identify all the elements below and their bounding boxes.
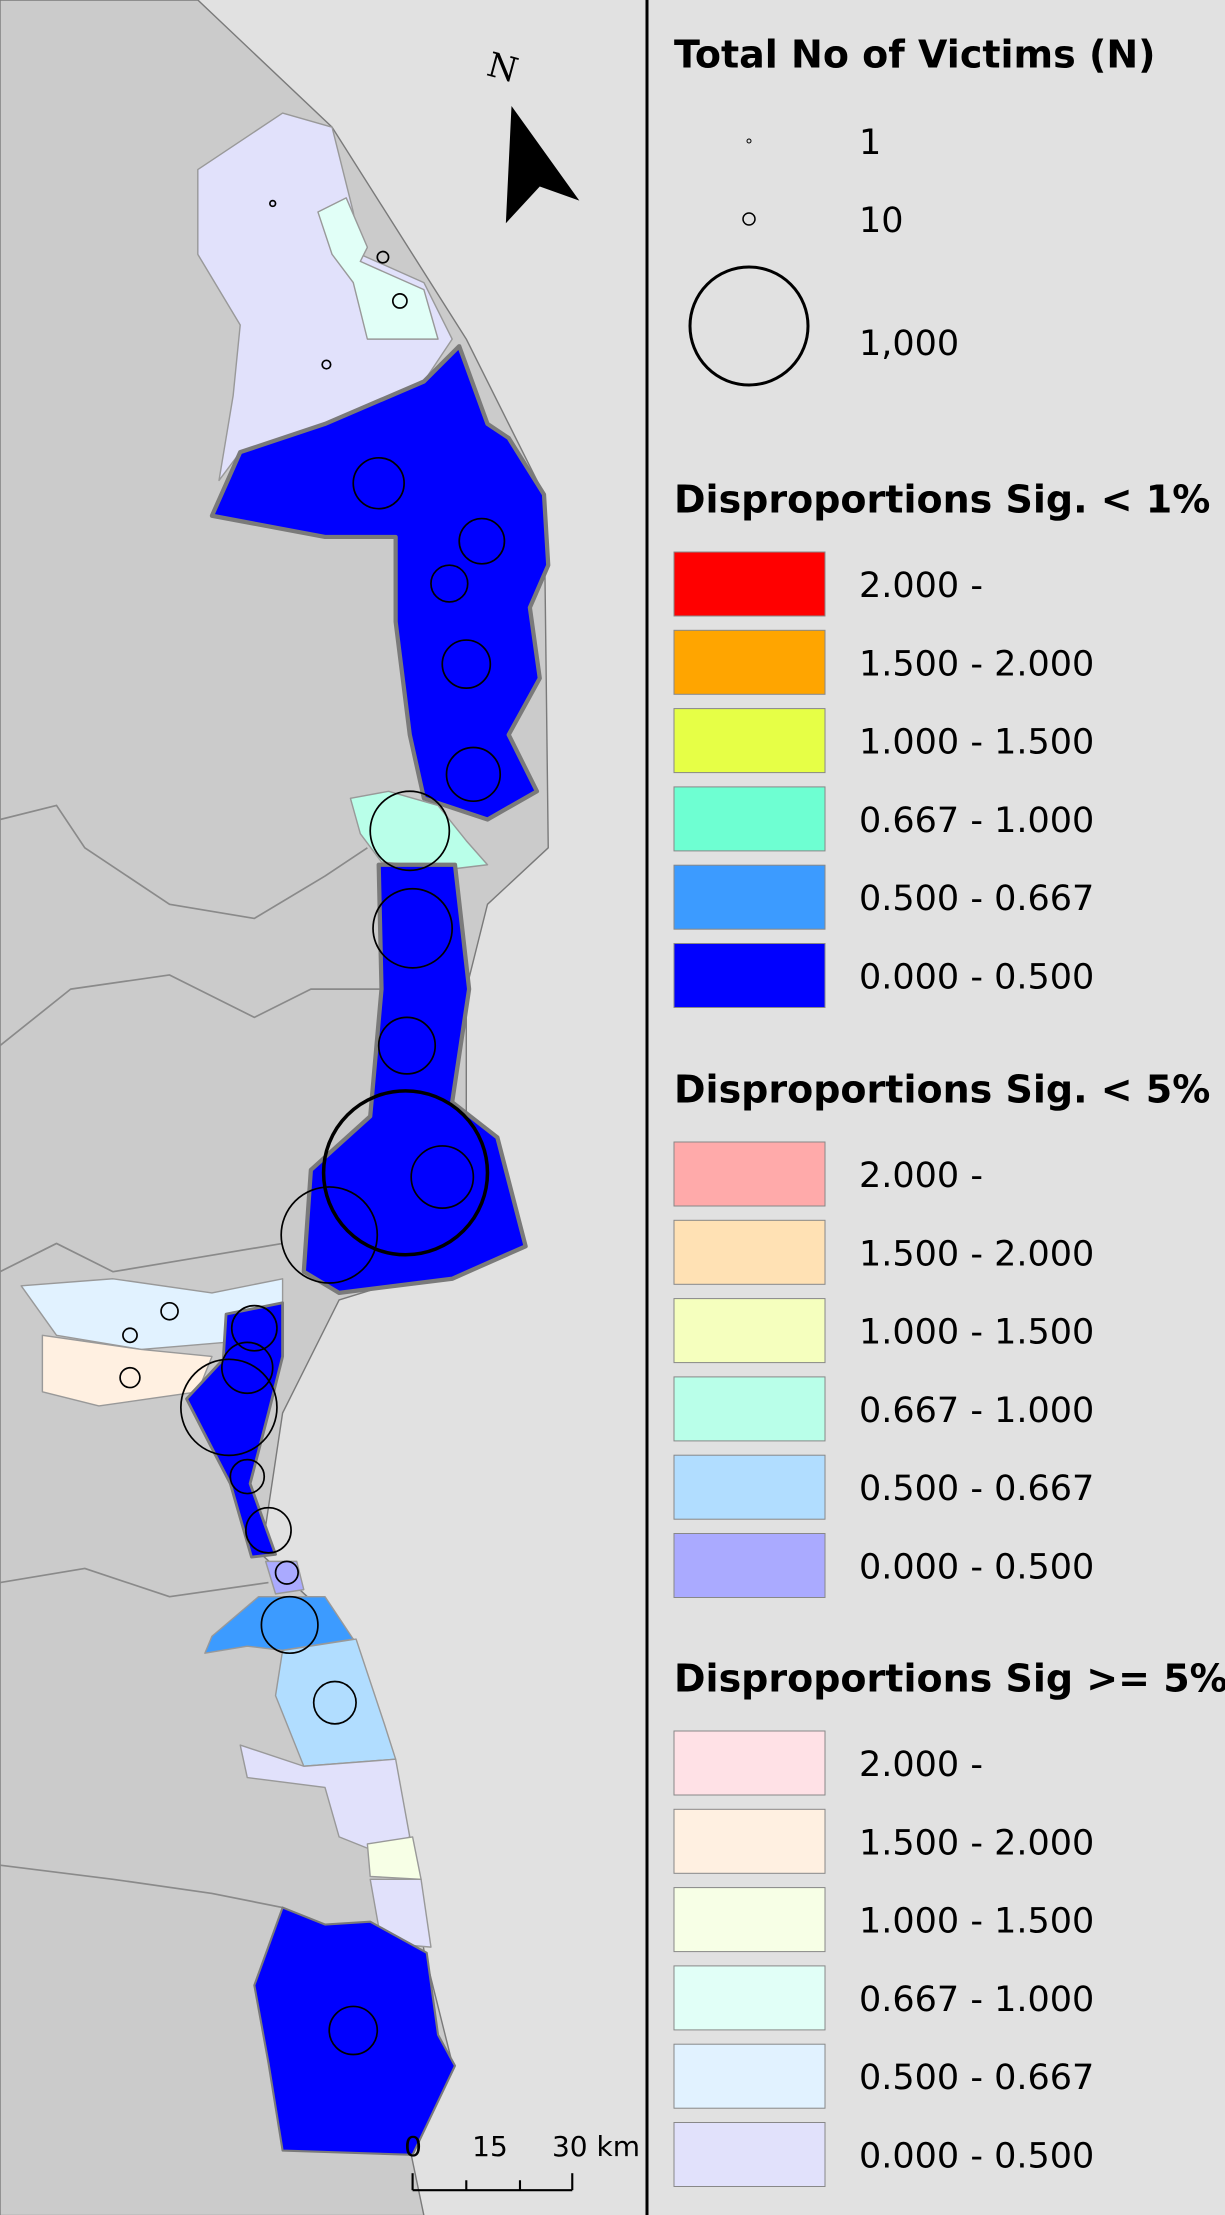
legend-label: 2.000 - — [859, 1745, 983, 1785]
legend-swatch — [673, 1454, 826, 1520]
region — [349, 790, 489, 870]
region — [185, 1301, 285, 1559]
legend-title: Total No of Victims (N) — [674, 33, 1156, 77]
scale-bar — [411, 2173, 574, 2192]
legend-swatch — [673, 786, 826, 852]
scale-label: 15 — [472, 2130, 508, 2163]
size-symbol — [688, 265, 810, 387]
legend-label: 0.500 - 0.667 — [859, 1469, 1094, 1509]
region — [209, 344, 551, 822]
legend-swatch — [673, 551, 826, 617]
legend-label: 2.000 - — [859, 566, 983, 606]
legend-label: 1.500 - 2.000 — [859, 644, 1094, 684]
legend-swatch — [673, 1808, 826, 1874]
legend-swatch — [673, 1533, 826, 1598]
legend-label: 1.000 - 1.500 — [859, 1313, 1094, 1353]
size-label: 1 — [859, 123, 881, 163]
legend-label: 0.667 - 1.000 — [859, 1980, 1094, 2020]
legend-swatch — [673, 1376, 826, 1442]
scale-label: 0 — [404, 2130, 422, 2163]
legend-swatch — [673, 1887, 826, 1953]
legend-swatch — [673, 1965, 826, 2031]
legend-title: Disproportions Sig. < 1% — [674, 478, 1210, 522]
legend-label: 1.000 - 1.500 — [859, 723, 1094, 763]
legend-swatch — [673, 708, 826, 774]
legend-title: Disproportions Sig >= 5% — [674, 1657, 1225, 1701]
region — [301, 862, 528, 1296]
legend-swatch — [673, 864, 826, 930]
size-label: 10 — [859, 201, 904, 241]
map — [0, 0, 580, 2215]
legend-swatch — [673, 2043, 826, 2109]
legend-label: 0.000 - 0.500 — [859, 1548, 1094, 1588]
region — [317, 197, 439, 340]
legend-swatch — [673, 1141, 826, 1207]
prefecture-borders — [0, 804, 382, 1909]
size-label: 1,000 — [859, 324, 959, 364]
legend-swatch — [673, 629, 826, 695]
legend-swatch — [673, 1219, 826, 1285]
legend-label: 1.500 - 2.000 — [859, 1234, 1094, 1274]
region — [204, 1595, 354, 1654]
legend-label: 0.667 - 1.000 — [859, 1391, 1094, 1431]
north-arrow — [505, 105, 580, 224]
legend-label: 1.000 - 1.500 — [859, 1902, 1094, 1942]
legend-swatch — [673, 2122, 826, 2187]
size-symbol — [746, 138, 752, 144]
legend-label: 0.667 - 1.000 — [859, 801, 1094, 841]
legend-label: 1.500 - 2.000 — [859, 1823, 1094, 1863]
legend-label: 0.000 - 0.500 — [859, 958, 1094, 998]
legend-swatch — [673, 1730, 826, 1796]
legend-label: 0.500 - 0.667 — [859, 879, 1094, 919]
region — [366, 1836, 422, 1880]
legend-label: 2.000 - — [859, 1156, 983, 1196]
legend-label: 0.000 - 0.500 — [859, 2137, 1094, 2177]
legend-title: Disproportions Sig. < 5% — [674, 1068, 1210, 1112]
region — [253, 1906, 457, 2156]
legend-swatch — [673, 943, 826, 1008]
legend-swatch — [673, 1298, 826, 1364]
scale-label: 30 km — [552, 2130, 640, 2163]
victim-circles — [119, 199, 506, 2056]
size-symbol — [742, 212, 756, 226]
legend-label: 0.500 - 0.667 — [859, 2058, 1094, 2098]
